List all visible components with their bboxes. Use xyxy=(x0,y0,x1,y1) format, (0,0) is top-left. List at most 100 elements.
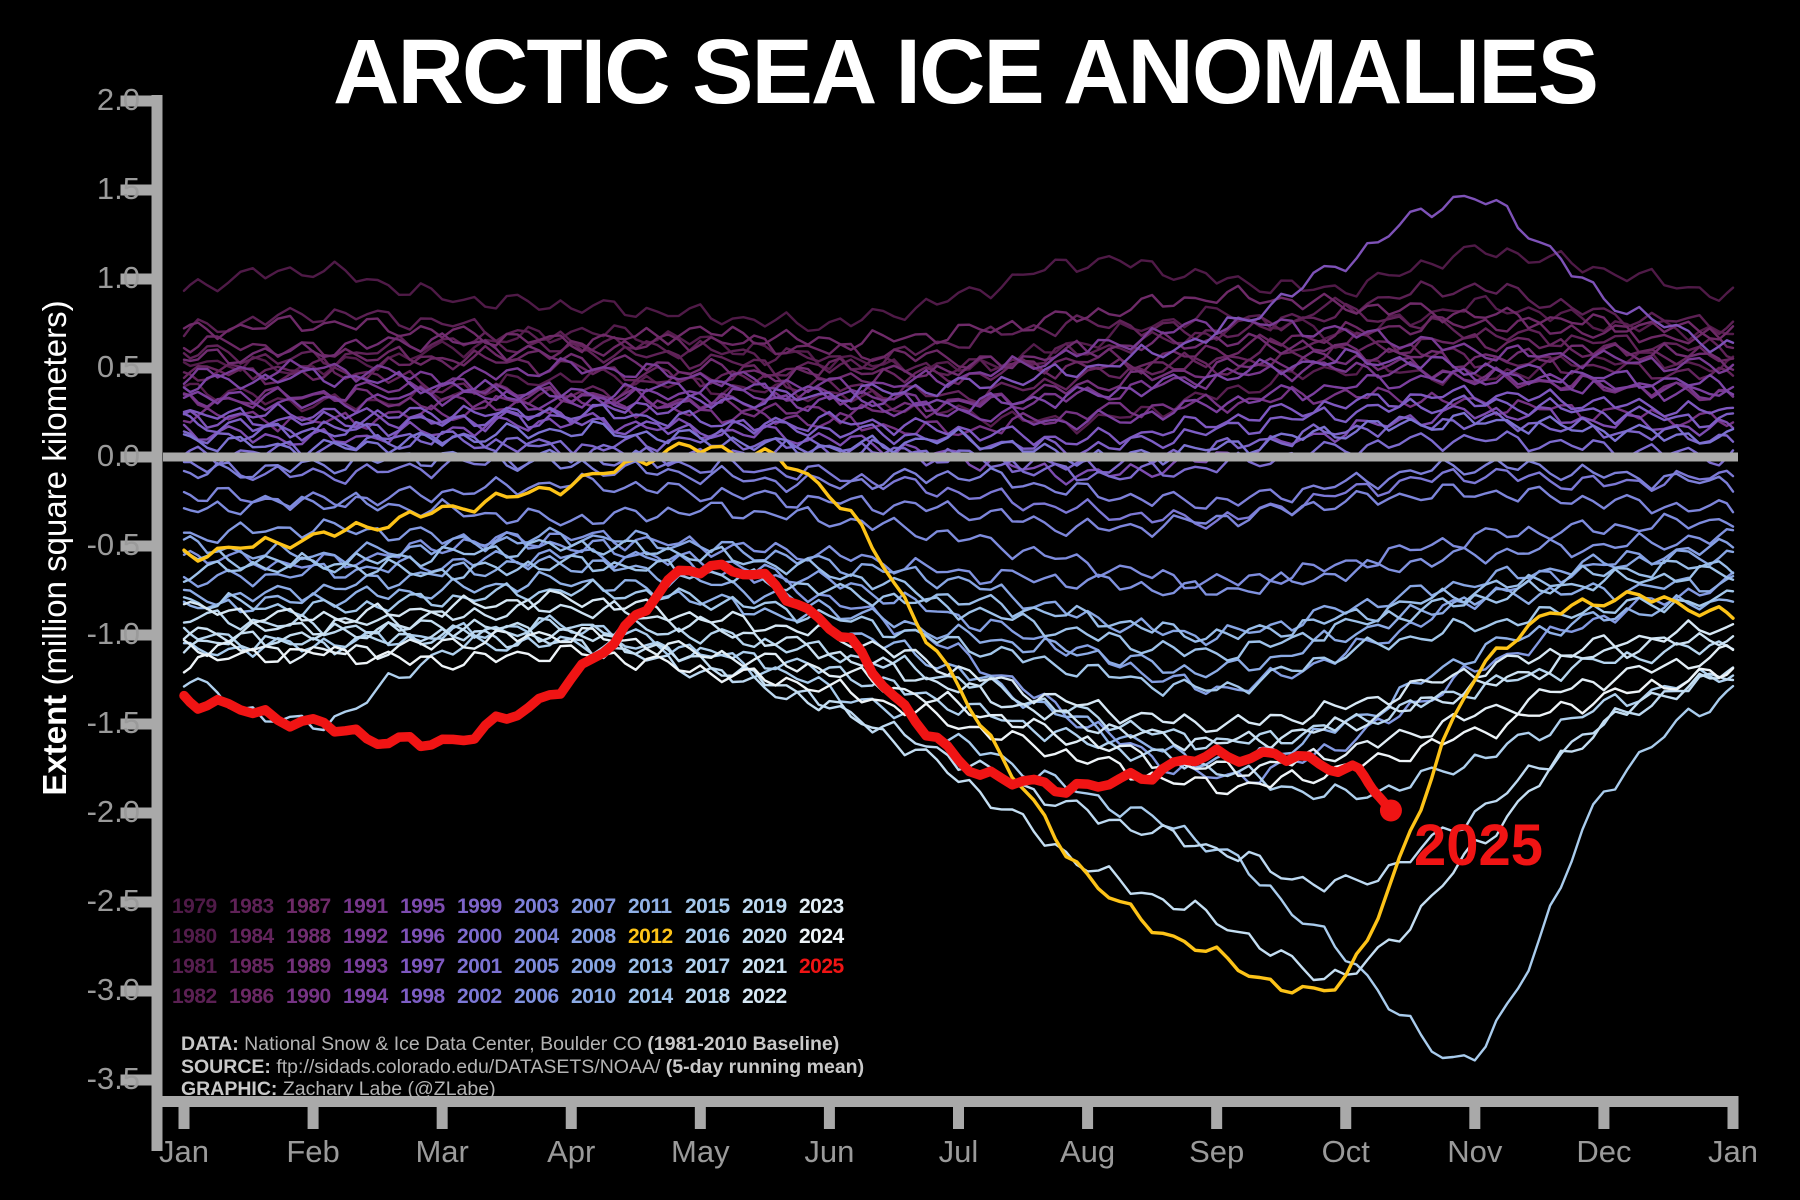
series-line-1982 xyxy=(182,280,1735,377)
y-tick-label: 0.0 xyxy=(96,438,140,473)
x-tick-mark xyxy=(952,1107,964,1129)
series-line-2006 xyxy=(182,528,1735,597)
legend-year-1983: 1983 xyxy=(229,895,274,918)
legend-year-1984: 1984 xyxy=(229,925,274,948)
x-tick-label: Oct xyxy=(1321,1134,1370,1169)
series-line-2020 xyxy=(182,618,1735,982)
series-line-2014 xyxy=(182,551,1735,662)
x-tick-mark xyxy=(1082,1107,1094,1129)
series-line-1994 xyxy=(182,347,1735,414)
legend-row: 1979 1983 1987 1991 1995 1999 2003 2007 2011 2015… xyxy=(172,892,856,922)
y-tick-mark xyxy=(120,1074,152,1086)
legend-year-1986: 1986 xyxy=(229,985,274,1008)
x-tick-mark xyxy=(1469,1107,1481,1129)
series-line-2017 xyxy=(182,634,1735,801)
x-tick-mark xyxy=(823,1107,835,1129)
series-line-2015 xyxy=(182,578,1735,697)
y-tick-mark xyxy=(120,540,152,552)
credits-block: DATA: National Snow & Ice Data Center, B… xyxy=(181,1033,864,1101)
legend-year-1982: 1982 xyxy=(172,985,217,1008)
x-tick-label: Nov xyxy=(1447,1134,1503,1169)
legend-year-2022: 2022 xyxy=(742,985,787,1008)
legend-year-2007: 2007 xyxy=(571,895,616,918)
series-line-2013 xyxy=(182,538,1735,643)
credit-data-line: DATA: National Snow & Ice Data Center, B… xyxy=(181,1033,864,1056)
legend-year-1998: 1998 xyxy=(400,985,445,1008)
x-tick-label: Aug xyxy=(1059,1134,1116,1169)
y-tick-label: -0.5 xyxy=(86,527,140,562)
legend-year-1990: 1990 xyxy=(286,985,331,1008)
legend-year-2023: 2023 xyxy=(799,895,844,918)
x-tick-label: May xyxy=(671,1134,730,1169)
x-tick-mark xyxy=(694,1107,706,1129)
legend-year-1994: 1994 xyxy=(343,985,388,1008)
y-tick-mark xyxy=(120,273,152,285)
credit-data-text: National Snow & Ice Data Center, Boulder… xyxy=(238,1033,648,1055)
legend-row: 1981 1985 1989 1993 1997 2001 2005 2009 2013 2017… xyxy=(172,952,856,982)
series-line-2001 xyxy=(182,411,1735,467)
x-tick-label: Sep xyxy=(1189,1134,1245,1169)
y-tick-label: -1.5 xyxy=(86,705,140,740)
y-tick-label: -2.5 xyxy=(86,883,140,918)
legend-year-2017: 2017 xyxy=(685,955,730,978)
series-line-1987 xyxy=(182,284,1735,354)
legend-year-1999: 1999 xyxy=(457,895,502,918)
legend-year-2006: 2006 xyxy=(514,985,559,1008)
y-tick-label: 0.5 xyxy=(96,349,140,384)
y-tick-label: 1.0 xyxy=(96,260,140,295)
credit-source-text: ftp://sidads.colorado.edu/DATASETS/NOAA/ xyxy=(270,1055,666,1078)
x-tick-mark xyxy=(436,1107,448,1129)
x-tick-label: Feb xyxy=(286,1134,340,1169)
credit-graphic-line: GRAPHIC: Zachary Labe (@ZLabe) xyxy=(181,1078,864,1101)
x-tick-label: Jun xyxy=(804,1134,855,1169)
legend-year-2025: 2025 xyxy=(799,955,844,978)
credit-data-bold: (1981-2010 Baseline) xyxy=(647,1033,840,1055)
series-line-1988 xyxy=(182,331,1735,385)
y-tick-mark xyxy=(120,896,152,908)
legend-year-1996: 1996 xyxy=(400,925,445,948)
legend-year-2011: 2011 xyxy=(628,895,672,918)
series-line-1984 xyxy=(182,331,1735,406)
y-tick-label: 2.0 xyxy=(96,82,140,117)
x-tick-mark xyxy=(1211,1107,1223,1129)
legend-year-2021: 2021 xyxy=(742,955,787,978)
y-tick-mark xyxy=(120,95,152,107)
legend-year-1995: 1995 xyxy=(400,895,445,918)
x-tick-label: Dec xyxy=(1576,1134,1632,1169)
series-line-1985 xyxy=(182,333,1735,386)
legend-year-2013: 2013 xyxy=(628,955,673,978)
credit-data-label: DATA: xyxy=(181,1033,239,1055)
x-tick-label: Jan xyxy=(1707,1134,1758,1169)
series-line-2002 xyxy=(182,448,1735,530)
x-tick-mark xyxy=(1727,1107,1739,1129)
legend-year-2016: 2016 xyxy=(685,925,730,948)
x-tick-mark xyxy=(178,1107,190,1129)
zero-baseline xyxy=(163,452,1738,462)
y-tick-mark xyxy=(120,807,152,819)
credit-source-label: SOURCE: xyxy=(181,1055,271,1078)
series-line-2009 xyxy=(182,526,1735,647)
legend-year-1981: 1981 xyxy=(172,955,217,978)
legend-year-2012: 2012 xyxy=(628,925,673,948)
series-line-1997 xyxy=(182,384,1735,447)
series-line-2024 xyxy=(182,644,1735,796)
legend-year-2002: 2002 xyxy=(457,985,502,1008)
y-tick-mark xyxy=(120,362,152,374)
series-line-2025 xyxy=(179,559,1396,816)
legend-year-2008: 2008 xyxy=(571,925,616,948)
x-tick-label: Jan xyxy=(159,1134,209,1169)
series-line-2016 xyxy=(182,614,1735,1062)
series-line-2004 xyxy=(182,472,1735,538)
x-tick-mark xyxy=(565,1107,577,1129)
x-tick-mark xyxy=(307,1107,319,1129)
y-tick-mark xyxy=(120,985,152,997)
y-axis-line xyxy=(151,95,163,1151)
series-line-2000 xyxy=(182,430,1735,482)
x-tick-label: Apr xyxy=(547,1134,596,1169)
series-line-2012 xyxy=(182,441,1735,995)
series-line-1989 xyxy=(182,349,1735,425)
series-line-2023 xyxy=(182,626,1735,778)
x-axis-line xyxy=(151,1096,1739,1107)
